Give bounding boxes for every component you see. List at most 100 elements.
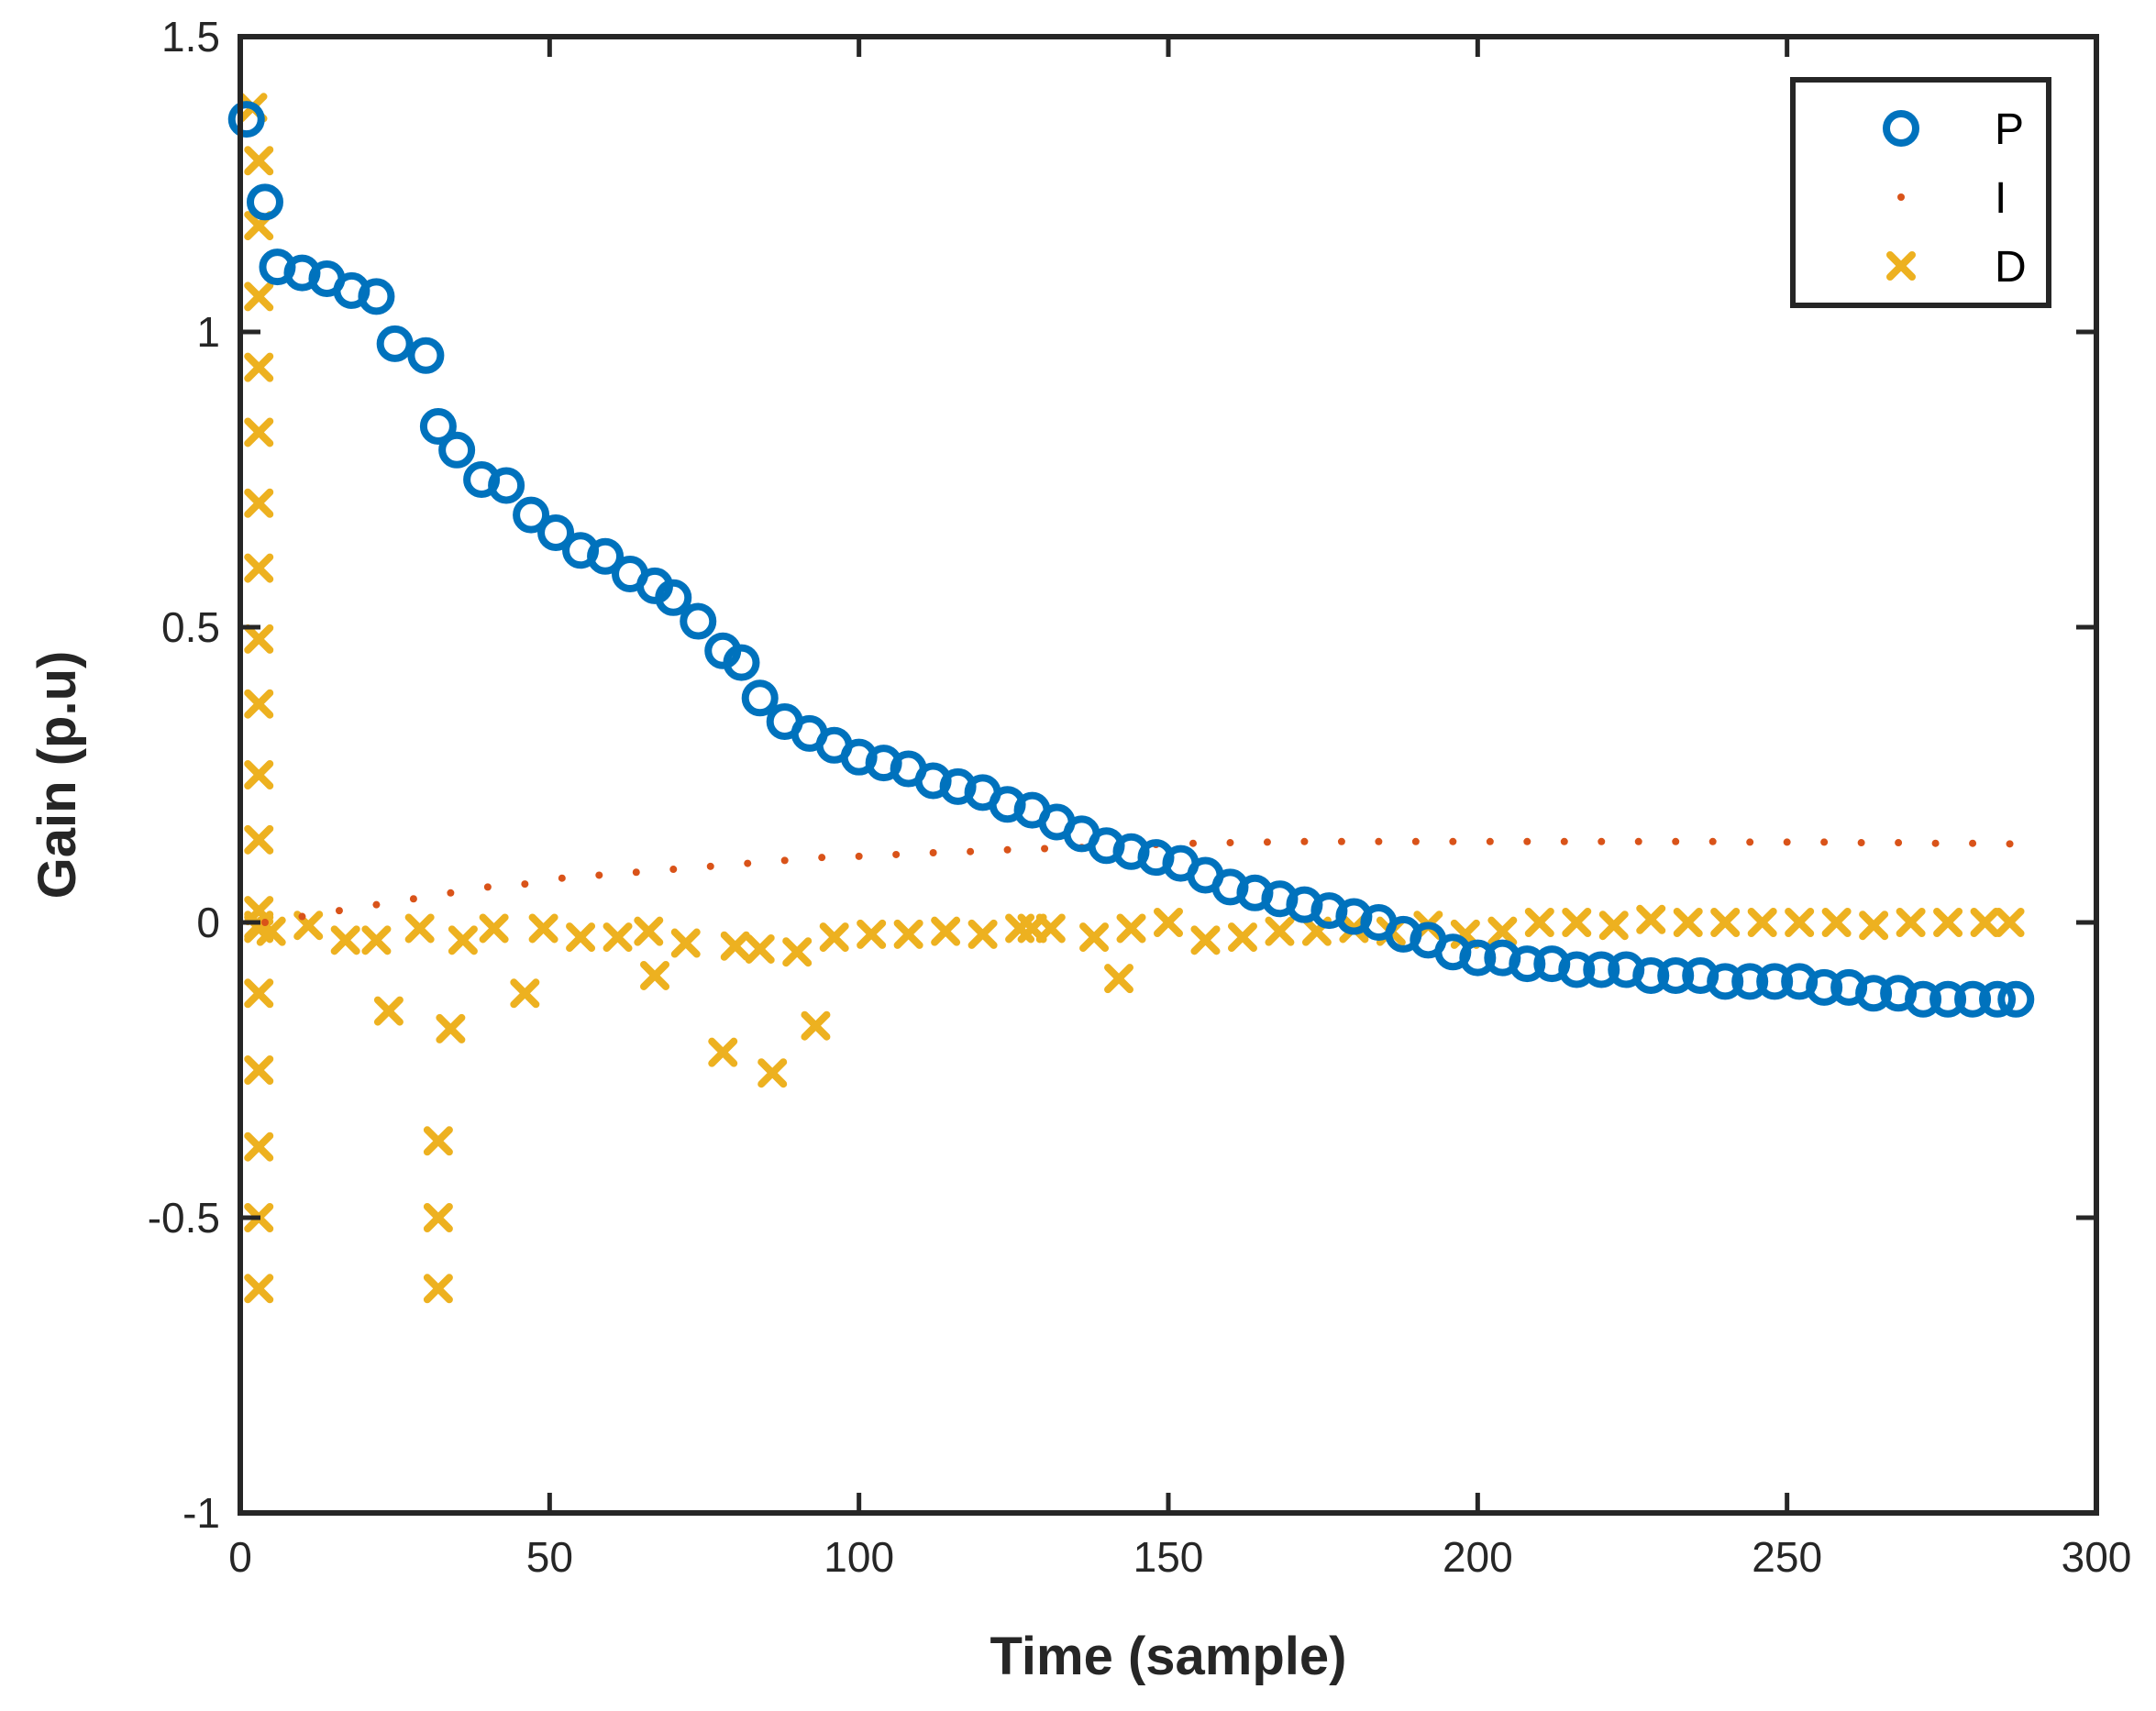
d-point: [1747, 908, 1777, 937]
i-point: [780, 856, 789, 865]
p-point: [246, 183, 283, 221]
d-point: [931, 916, 961, 946]
i-point: [2006, 840, 2014, 848]
p-point: [1509, 945, 1546, 983]
i-point: [1189, 839, 1197, 847]
p-point: [537, 513, 575, 551]
p-point: [741, 679, 779, 717]
d-point: [967, 919, 998, 949]
p-point: [1731, 963, 1769, 1000]
series-i: [260, 837, 2014, 926]
i-point: [595, 871, 603, 879]
i-point: [335, 907, 343, 915]
d-point: [1710, 908, 1741, 937]
y-tick-label: 0.5: [161, 603, 220, 651]
i-point: [409, 895, 417, 903]
d-point: [757, 1058, 788, 1088]
d-point: [1562, 908, 1592, 937]
x-tick-label: 0: [228, 1533, 252, 1581]
d-point: [423, 1126, 453, 1156]
legend-label-p: P: [1995, 105, 2024, 154]
d-point: [244, 488, 274, 518]
i-point: [669, 866, 678, 874]
d-point: [1104, 964, 1134, 994]
y-tick-label: 0: [196, 899, 220, 946]
legend-markers: [1883, 110, 1919, 281]
d-point: [640, 960, 670, 990]
i-point: [1041, 844, 1049, 853]
d-point: [1933, 908, 1963, 937]
d-point: [244, 352, 274, 382]
i-point: [1931, 839, 1940, 847]
p-point: [358, 278, 395, 315]
p-point: [655, 579, 692, 616]
i-point: [447, 889, 455, 897]
p-point: [1657, 956, 1695, 994]
i-point: [1820, 838, 1829, 846]
d-point: [1079, 922, 1110, 953]
d-point: [244, 760, 274, 789]
d-point: [448, 925, 478, 955]
d-point: [1035, 913, 1066, 944]
i-point: [372, 900, 381, 909]
d-point: [566, 922, 596, 953]
i-point: [1300, 837, 1309, 845]
d-point: [436, 1013, 466, 1043]
p-point: [488, 467, 525, 504]
d-point: [745, 933, 775, 964]
p-point: [1979, 980, 2017, 1018]
x-tick-label: 250: [1752, 1533, 1822, 1581]
p-point: [376, 325, 414, 362]
x-tick-label: 300: [2062, 1533, 2132, 1581]
d-point: [244, 689, 274, 719]
i-point: [632, 868, 640, 877]
i-point: [1708, 837, 1717, 845]
axis-ticks: 0 50 100 150 200 250 300 -1 -0.5 0 0.5 1 1.5: [148, 13, 2132, 1581]
i-point: [818, 854, 826, 862]
legend-label-d: D: [1995, 243, 2027, 292]
legend-marker-p: [1883, 110, 1919, 147]
p-point: [723, 644, 760, 681]
i-point: [892, 850, 901, 858]
d-point: [244, 624, 274, 654]
i-point: [1375, 837, 1383, 845]
i-point: [706, 862, 714, 870]
p-point: [1929, 980, 1967, 1018]
p-point: [438, 431, 476, 469]
i-point: [1449, 837, 1457, 845]
i-point: [1857, 839, 1865, 847]
d-point: [1970, 908, 2000, 937]
x-tick-label: 150: [1133, 1533, 1204, 1581]
legend-box: [1790, 77, 2051, 308]
d-point: [1116, 913, 1146, 944]
d-point: [603, 922, 633, 953]
p-point: [1756, 963, 1794, 1000]
d-point: [404, 913, 435, 944]
i-point: [1969, 839, 1977, 847]
p-point: [1707, 963, 1744, 1000]
series-d: [238, 93, 2025, 1304]
i-point: [1746, 838, 1754, 846]
p-point: [1558, 951, 1596, 988]
y-tick-label: -1: [182, 1489, 220, 1537]
d-point: [510, 978, 540, 1009]
i-point: [855, 852, 863, 860]
d-point: [423, 1274, 453, 1304]
i-point: [1672, 837, 1680, 845]
p-point: [513, 496, 550, 534]
d-point: [1227, 922, 1257, 953]
d-point: [720, 931, 750, 961]
y-tick-label: -0.5: [148, 1194, 220, 1242]
d-point: [244, 1055, 274, 1085]
d-point: [423, 1203, 453, 1232]
d-point: [1859, 911, 1889, 941]
d-point: [1673, 908, 1703, 937]
i-point: [1523, 837, 1531, 845]
i-point: [1486, 837, 1494, 845]
d-point: [634, 916, 664, 946]
p-point: [680, 602, 717, 640]
d-point: [708, 1037, 738, 1067]
i-point: [298, 912, 306, 921]
i-point: [521, 880, 529, 889]
d-point: [244, 1131, 274, 1162]
